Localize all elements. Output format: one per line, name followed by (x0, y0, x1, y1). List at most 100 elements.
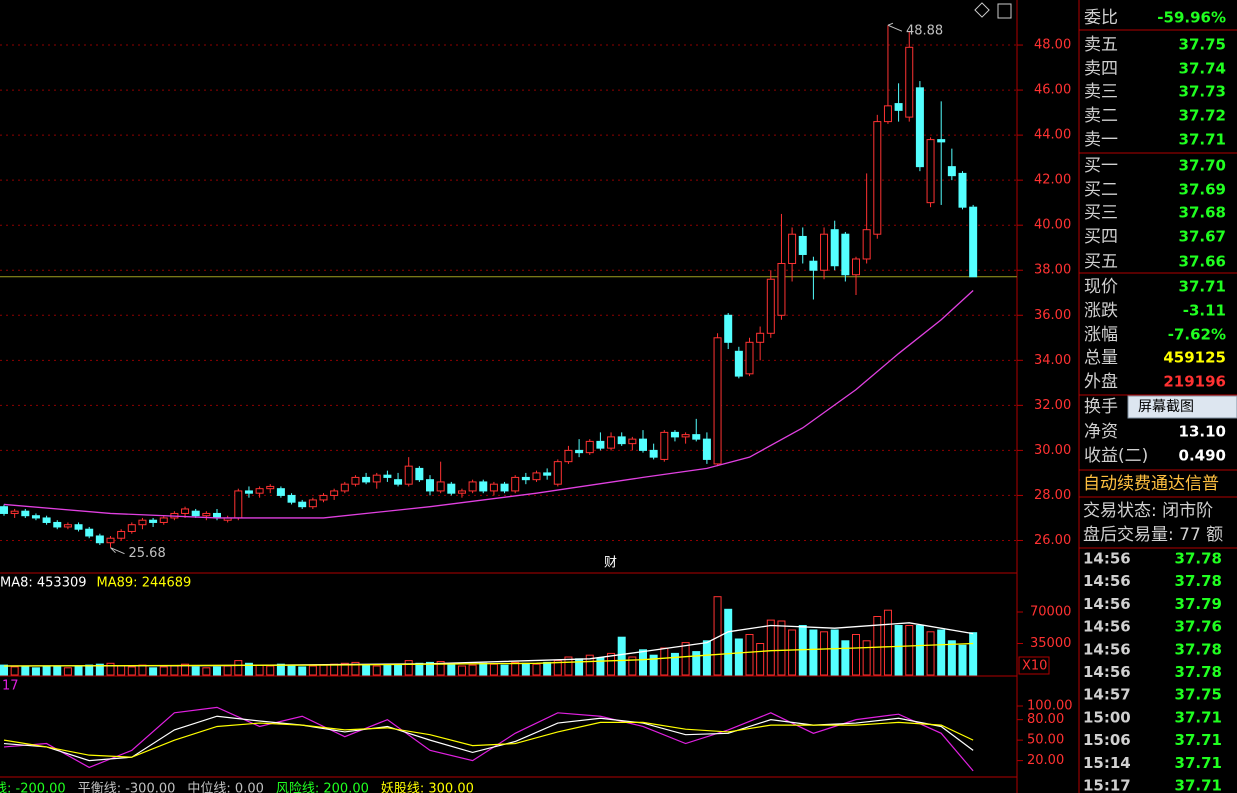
volume-bar (479, 662, 488, 676)
y-tick-label: 26.00 (1034, 533, 1071, 548)
volume-bar (969, 632, 978, 676)
row-label: 卖四 (1084, 59, 1118, 79)
row-value: 屏幕截图 (1138, 399, 1194, 415)
candle-body (883, 105, 892, 123)
candle-body (308, 499, 317, 508)
row-value: 37.68 (1179, 204, 1226, 222)
volume-bar (841, 640, 850, 676)
volume-bar (926, 631, 935, 676)
candle-body (362, 476, 371, 483)
after-hours: 盘后交易量: 77 额 (1083, 525, 1223, 545)
candle-body (894, 103, 903, 111)
volume-bar (447, 663, 456, 676)
candle-body (532, 472, 541, 481)
row-label: 收益(二) (1084, 446, 1148, 466)
row-value: 37.66 (1179, 253, 1226, 271)
candle-body (947, 166, 956, 177)
row-label: 卖五 (1084, 35, 1118, 55)
candle-body (394, 479, 403, 485)
volume-bar (244, 662, 253, 676)
candle-body (915, 87, 924, 168)
candle-body (0, 506, 8, 514)
candle-body (585, 440, 594, 454)
candle-body (521, 476, 530, 481)
volume-bar (287, 664, 296, 676)
row-label: 外盘 (1084, 372, 1118, 392)
trade-time: 15:17 (1083, 777, 1131, 793)
row-label: 现价 (1084, 277, 1118, 297)
volume-bar (564, 656, 573, 676)
row-value: 37.70 (1179, 157, 1226, 175)
candle-body (575, 449, 584, 454)
candle-body (926, 139, 935, 204)
volume-bar (894, 625, 903, 676)
y-tick-label: 42.00 (1034, 173, 1071, 188)
y-tick-label: 36.00 (1034, 308, 1071, 323)
volume-bar (617, 636, 626, 676)
candle-body (266, 485, 275, 490)
volume-bar (351, 661, 360, 676)
icon[interactable] (997, 3, 1012, 19)
volume-bar (372, 665, 381, 676)
volume-bar (0, 664, 8, 676)
icon[interactable] (974, 2, 990, 18)
legend-entry: MA8: 453309 (0, 576, 87, 591)
volume-bar (628, 656, 637, 676)
trade-price: 37.78 (1175, 640, 1222, 658)
candle-body (607, 436, 616, 449)
volume-bar (830, 629, 839, 676)
candle-body (181, 508, 190, 514)
volume-bar (213, 666, 221, 676)
candle-body (255, 488, 264, 494)
candle-body (330, 490, 339, 496)
trade-time: 14:56 (1083, 663, 1131, 681)
row-value: 459125 (1163, 349, 1226, 367)
footer-text: 中位线: 0.00 (187, 782, 263, 793)
row-value: -59.96% (1157, 9, 1226, 27)
volume-bar (883, 609, 892, 676)
unit-box (1018, 656, 1050, 675)
candle-body (628, 438, 637, 445)
candle-body (820, 233, 829, 271)
candle-body (489, 483, 498, 492)
row-value: -7.62% (1168, 326, 1226, 344)
volume-bar (117, 665, 126, 676)
ma-line (3, 290, 974, 519)
high-label: 48.88 (906, 24, 943, 39)
y-tick-label: 50.00 (1027, 733, 1064, 748)
candle-body (191, 510, 200, 517)
volume-bar (756, 643, 765, 676)
volume-bar (947, 640, 956, 676)
candle-body (276, 488, 285, 496)
volume-bar (639, 649, 647, 676)
candle-body (117, 530, 126, 539)
row-label: 买三 (1084, 203, 1118, 223)
candle-body (745, 341, 754, 375)
volume-bar (319, 664, 328, 676)
candle-body (202, 512, 211, 517)
candle-body (852, 258, 860, 276)
volume-bar (468, 664, 477, 676)
candle-body (766, 278, 775, 334)
volume-ma-line (3, 642, 974, 667)
row-label: 净资 (1084, 422, 1118, 442)
candle-body (415, 467, 424, 481)
volume-bar (702, 640, 711, 676)
volume-bar (777, 620, 786, 676)
candle-body (21, 510, 30, 517)
volume-bar (724, 608, 733, 676)
y-tick-label: 40.00 (1034, 218, 1071, 233)
volume-bar (958, 644, 967, 676)
low-label: 25.68 (129, 546, 166, 561)
volume-bar (255, 664, 264, 676)
candle-body (340, 483, 349, 492)
volume-bar (266, 665, 275, 676)
candle-body (596, 440, 605, 449)
volume-bar (138, 664, 147, 676)
trade-price: 37.71 (1175, 777, 1222, 793)
volume-bar (489, 663, 498, 676)
volume-bar (10, 666, 19, 676)
candle-body (862, 229, 871, 260)
trade-price: 37.71 (1175, 754, 1222, 772)
trade-price: 37.71 (1175, 708, 1222, 726)
